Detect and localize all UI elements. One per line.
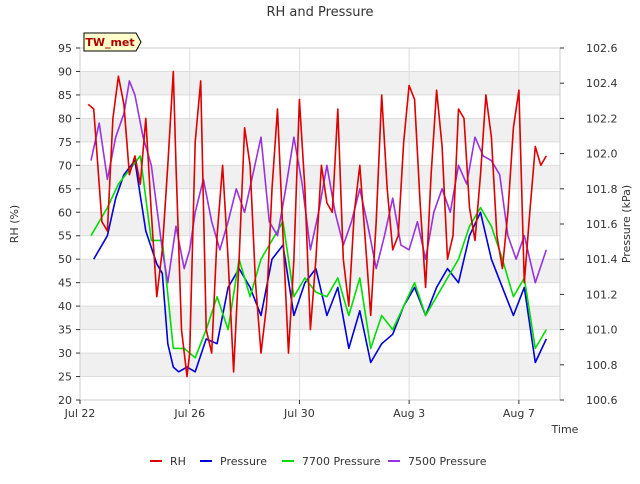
y-left-tick-label: 50 [58,253,72,266]
site-tag-label: TW_met [85,36,134,49]
legend-item-7500-pressure: 7500 Pressure [388,455,487,468]
legend-label: 7500 Pressure [408,455,487,468]
y-left-tick-label: 75 [58,136,72,149]
y-left-tick-label: 45 [58,277,72,290]
y-left-tick-label: 80 [58,112,72,125]
legend-item-7700-pressure: 7700 Pressure [282,455,381,468]
y-left-tick-label: 55 [58,230,72,243]
y-left-tick-label: 90 [58,65,72,78]
y-left-tick-label: 40 [58,300,72,313]
y-right-tick-label: 101.2 [586,288,618,301]
y-left-tick-label: 95 [58,42,72,55]
y-left-tick-label: 20 [58,394,72,407]
series-line-pressure [93,159,548,373]
x-axis-label: Time [551,423,579,436]
y-right-tick-label: 102.0 [586,148,618,161]
y-right-tick-label: 102.4 [586,77,618,90]
grid-band [80,71,560,95]
x-tick-label: Jul 22 [64,407,96,420]
axis-left: 20 25 30 35 40 45 50 55 60 65 70 75 80 85 90 95 [58,42,80,407]
y-left-tick-label: 30 [58,347,72,360]
x-tick-label: Jul 30 [283,407,315,420]
grid-band [80,118,560,142]
y-left-tick-label: 70 [58,159,72,172]
legend-item-rh: RH [150,455,186,468]
axis-x: Jul 22 Jul 26 Jul 30 Aug 3 Aug 7 [64,400,535,420]
legend-item-pressure: Pressure [200,455,267,468]
legend: RH Pressure 7700 Pressure 7500 Pressure [150,455,487,468]
y-right-tick-label: 100.6 [586,394,618,407]
y-right-tick-label: 102.2 [586,112,618,125]
y-right-tick-label: 101.8 [586,183,618,196]
plot-bands [80,71,560,377]
y-left-tick-label: 60 [58,206,72,219]
x-tick-label: Jul 26 [173,407,205,420]
site-tag: TW_met [83,32,142,52]
grid-band [80,353,560,377]
grid-band [80,259,560,283]
y-right-tick-label: 101.4 [586,253,618,266]
y-right-tick-label: 102.6 [586,42,618,55]
legend-label: Pressure [220,455,267,468]
site-tag-box [83,32,142,52]
x-tick-label: Aug 7 [503,407,535,420]
series-line-7500-pressure [90,80,548,284]
y-right-tick-label: 101.0 [586,324,618,337]
legend-label: 7700 Pressure [302,455,381,468]
y-left-tick-label: 65 [58,183,72,196]
legend-label: RH [170,455,186,468]
y-axis-left-label: RH (%) [8,205,21,243]
chart-title: RH and Pressure [266,5,373,20]
series-line-rh [87,70,547,378]
y-axis-right-label: Pressure (kPa) [620,185,633,263]
axis-right: 100.6 100.8 101.0 101.2 101.4 101.6 101.8 102.0… [560,42,618,407]
y-right-tick-label: 100.8 [586,359,618,372]
y-left-tick-label: 85 [58,89,72,102]
y-left-tick-label: 25 [58,371,72,384]
y-left-tick-label: 35 [58,324,72,337]
grid-band [80,306,560,330]
x-tick-label: Aug 3 [393,407,425,420]
grid-band [80,212,560,236]
y-right-tick-label: 101.6 [586,218,618,231]
series-lines [87,70,548,378]
